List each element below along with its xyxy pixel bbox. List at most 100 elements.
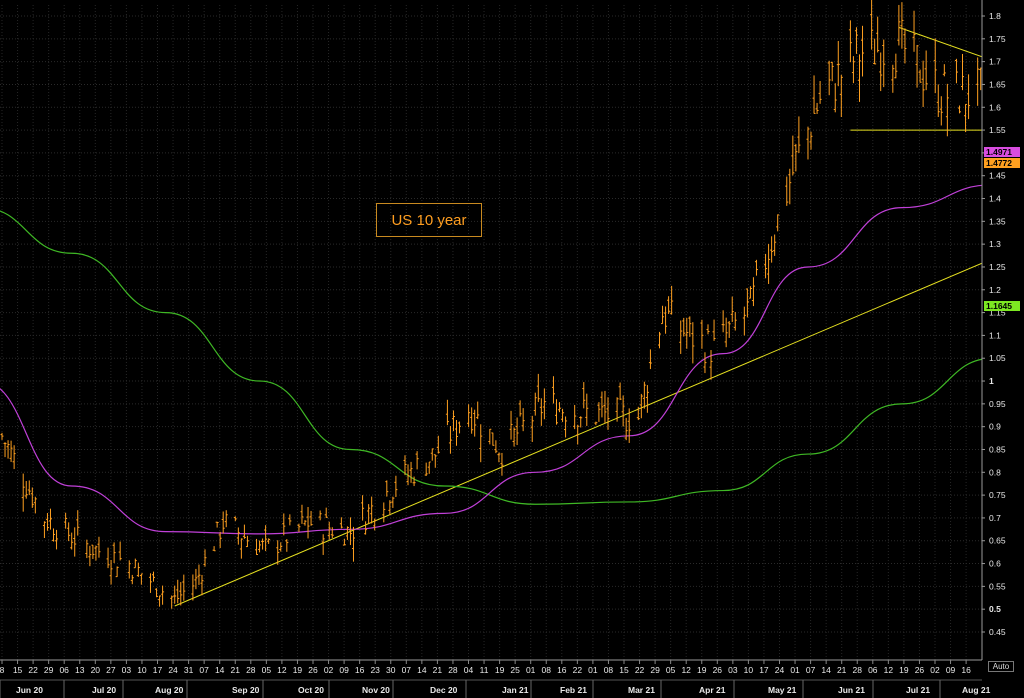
x-tick-label: 21 <box>837 665 847 675</box>
price-bar <box>255 538 259 556</box>
price-bar <box>258 540 262 553</box>
auto-scale-button[interactable]: Auto <box>988 661 1014 672</box>
price-bar <box>364 521 368 535</box>
x-tick-label: 19 <box>495 665 505 675</box>
x-tick-label: 17 <box>759 665 769 675</box>
price-bar <box>839 74 843 117</box>
x-tick-label: 09 <box>339 665 349 675</box>
moving-average-long-line <box>0 210 1024 505</box>
price-bar <box>479 424 483 463</box>
x-tick-label: 10 <box>137 665 147 675</box>
price-bar <box>52 528 56 542</box>
y-tick-label: 0.75 <box>989 490 1006 500</box>
x-tick-label: 22 <box>635 665 645 675</box>
price-bar <box>218 531 222 549</box>
price-bar <box>809 131 813 150</box>
price-bar <box>857 54 861 102</box>
price-bar <box>279 542 283 552</box>
x-tick-label: 12 <box>681 665 691 675</box>
price-bar <box>945 83 949 137</box>
price-bar <box>573 404 577 430</box>
price-bar <box>594 421 598 426</box>
price-bar <box>233 516 237 522</box>
price-bar <box>424 462 428 476</box>
price-bar <box>94 545 98 561</box>
price-bar <box>976 57 980 106</box>
price-bar <box>776 214 780 232</box>
price-bar <box>903 28 907 64</box>
price-bar <box>854 27 858 54</box>
price-bar <box>645 385 649 413</box>
price-bar <box>957 105 961 114</box>
x-tick-label: 15 <box>13 665 23 675</box>
price-bar <box>882 39 886 88</box>
x-tick-label: 05 <box>666 665 676 675</box>
price-bar <box>448 425 452 454</box>
x-tick-label: 13 <box>75 665 85 675</box>
price-bar <box>785 176 789 206</box>
price-bar <box>451 410 455 432</box>
x-tick-label: 28 <box>448 665 458 675</box>
x-tick-label: 12 <box>277 665 287 675</box>
price-bar <box>445 399 449 426</box>
price-bar <box>161 585 165 605</box>
last-value-price: 1.4772 <box>984 158 1020 169</box>
price-bar <box>742 306 746 336</box>
price-bar <box>876 16 880 53</box>
price-bar <box>706 324 710 335</box>
price-bar <box>924 50 928 91</box>
x-tick-label: 26 <box>915 665 925 675</box>
price-bar <box>127 560 131 579</box>
price-bar <box>600 391 604 418</box>
price-bar <box>288 514 292 526</box>
price-bar <box>576 424 580 445</box>
y-tick-label: 1.4 <box>989 194 1001 204</box>
price-bar <box>476 401 480 420</box>
price-bar <box>276 540 280 565</box>
price-bar <box>427 461 431 474</box>
price-bar <box>915 45 919 88</box>
y-tick-label: 0.65 <box>989 536 1006 546</box>
price-bar <box>815 102 819 114</box>
price-bar <box>512 427 516 447</box>
price-bar <box>521 408 525 432</box>
price-bar <box>733 312 737 331</box>
x-tick-label: 30 <box>386 665 396 675</box>
price-bar <box>682 317 686 337</box>
x-tick-label: 06 <box>59 665 69 675</box>
price-bar <box>861 25 865 77</box>
price-bar <box>245 535 249 548</box>
x-tick-label: 21 <box>433 665 443 675</box>
price-bar <box>518 400 522 417</box>
x-tick-label: 15 <box>619 665 629 675</box>
y-tick-label: 1.15 <box>989 308 1006 318</box>
price-bar <box>791 135 795 176</box>
price-bar <box>321 534 325 555</box>
price-bar <box>748 286 752 299</box>
y-tick-label: 0.5 <box>989 604 1001 614</box>
price-bar <box>827 60 831 96</box>
x-month-label: Dec 20 <box>430 685 458 695</box>
price-bar <box>33 496 37 514</box>
price-bar <box>236 527 240 545</box>
price-bar <box>221 511 225 534</box>
price-bar <box>3 442 7 458</box>
price-bar <box>242 524 246 539</box>
x-tick-label: 14 <box>417 665 427 675</box>
price-bar <box>964 103 968 133</box>
price-bar <box>797 116 801 154</box>
x-tick-label: 06 <box>868 665 878 675</box>
price-bar <box>473 409 477 437</box>
price-bar <box>585 393 589 426</box>
x-tick-label: 10 <box>744 665 754 675</box>
price-bar <box>603 390 607 424</box>
x-tick-label: 29 <box>44 665 54 675</box>
price-bar <box>667 296 671 314</box>
price-bar <box>558 402 562 413</box>
price-bar <box>385 480 389 497</box>
x-tick-label: 28 <box>853 665 863 675</box>
price-bar <box>6 440 10 459</box>
price-bar <box>45 513 49 531</box>
price-bar <box>170 595 174 609</box>
